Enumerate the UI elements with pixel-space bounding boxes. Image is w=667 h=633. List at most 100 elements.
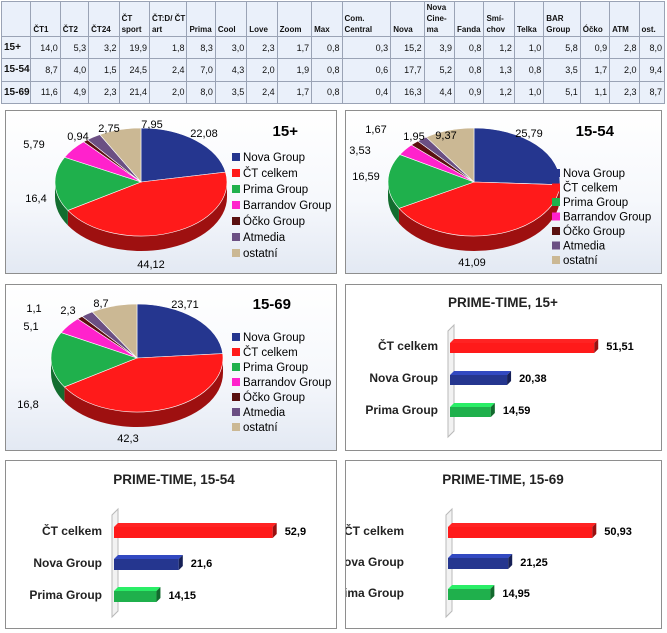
bar-face — [448, 558, 509, 569]
table-cell: 5,1 — [543, 80, 581, 105]
data-label: 22,08 — [190, 128, 218, 140]
legend-swatch-nova-group — [232, 153, 240, 161]
table-cell: 5,2 — [423, 58, 456, 82]
chart-title: PRIME-TIME, 15-69 — [442, 472, 564, 487]
legend-label: Atmedia — [563, 241, 606, 253]
table-cell: 3,0 — [214, 35, 248, 60]
table-cell: 1,1 — [579, 80, 611, 105]
legend-swatch-ocko-group — [232, 393, 240, 401]
bar-top — [114, 555, 183, 559]
bar-top — [450, 403, 495, 407]
legend-label: ČT celkem — [243, 346, 298, 359]
column-header: ATM — [609, 1, 640, 37]
column-header: Com. Central — [341, 1, 392, 37]
pie-side-ct-celkem — [67, 182, 228, 251]
column-header: ČT24 — [88, 1, 120, 37]
table-cell: 0,4 — [341, 80, 392, 105]
bar-face — [450, 343, 595, 353]
table-cell: 3,9 — [423, 35, 456, 60]
chart-title: 15+ — [273, 123, 299, 140]
category-label: Nova Group — [33, 556, 102, 570]
data-label: 21,6 — [191, 558, 212, 570]
table-cell: 5,3 — [59, 35, 90, 60]
bar-ct-celkem — [114, 523, 277, 538]
table-cell: 2,3 — [609, 80, 640, 105]
data-label: 16,8 — [17, 399, 38, 411]
bar-side — [156, 587, 161, 602]
bar-face — [450, 375, 508, 385]
bar-nova-group — [450, 371, 512, 385]
data-label: 7,95 — [141, 119, 162, 131]
table-cell: 0,9 — [579, 35, 611, 60]
category-label: Prima Group — [346, 586, 404, 600]
category-label: Nova Group — [369, 371, 438, 385]
category-label: ČT celkem — [42, 523, 102, 538]
bar-face — [114, 559, 179, 570]
bar-side — [490, 585, 495, 600]
table-cell: 15,2 — [390, 35, 425, 60]
data-label: 14,59 — [503, 405, 531, 417]
data-label: 1,1 — [26, 303, 41, 315]
chart-title: PRIME-TIME, 15-54 — [113, 472, 235, 487]
table-cell: 4,9 — [59, 80, 90, 105]
column-header: Prima — [186, 1, 216, 37]
table-cell: 0,8 — [513, 58, 545, 82]
data-label: 0,94 — [67, 131, 88, 143]
data-label: 42,3 — [117, 433, 138, 445]
data-label: 1,67 — [365, 124, 386, 136]
table-header-row: ČT1 ČT2 ČT24 ČT sport ČT:D/ ČT art Prima Cool L… — [0, 1, 665, 37]
table-cell: 3,5 — [543, 58, 581, 82]
pie-slice-prima-group — [387, 154, 475, 209]
bar-ct-celkem — [450, 339, 599, 353]
bar-top — [448, 554, 513, 558]
table-cell: 2,8 — [609, 35, 640, 60]
category-label: Prima Group — [29, 588, 102, 602]
legend-label: Atmedia — [243, 232, 286, 244]
bar-top — [450, 339, 599, 343]
bar-chart-prime-15-69: PRIME-TIME, 15-69 50,93 ČT celkem 21,25 Nova… — [346, 472, 632, 619]
chart-title: PRIME-TIME, 15+ — [448, 295, 558, 310]
table-cell: 19,9 — [118, 35, 150, 60]
table-cell: 8,3 — [186, 35, 216, 60]
table-cell: 8,7 — [638, 80, 665, 105]
data-label: 21,25 — [520, 557, 548, 569]
table-row: 15-54 8,7 4,0 1,5 24,5 2,4 7,0 4,3 2,0 1,9 0,8 0,6 1… — [0, 58, 665, 82]
table-cell: 1,5 — [88, 58, 120, 82]
legend-label: Óčko Group — [563, 225, 625, 238]
column-header: ČT2 — [59, 1, 90, 37]
legend-label: ostatní — [563, 255, 598, 267]
bar-face — [114, 527, 273, 538]
bar-panel-prime-15-54: PRIME-TIME, 15-54 52,9 ČT celkem 21,6 Nova G… — [5, 460, 337, 629]
table-cell: 21,4 — [118, 80, 150, 105]
legend-label: Atmedia — [243, 407, 286, 419]
pie-slice-ostatni — [99, 127, 142, 183]
table-cell: 0,8 — [454, 58, 485, 82]
table-cell: 4,4 — [423, 80, 456, 105]
bar-side — [594, 339, 599, 353]
bar-side — [490, 403, 495, 417]
table-cell: 1,7 — [276, 35, 313, 60]
table-cell: 1,7 — [579, 58, 611, 82]
table-cell: 9,4 — [638, 58, 665, 82]
column-header: ost. — [638, 1, 665, 37]
pie-panel-15plus: 22,08 44,12 16,4 5,79 0,94 2,75 7,95 15+ Nova Gr… — [5, 110, 337, 274]
table-cell: 8,0 — [638, 35, 665, 60]
data-label: 41,09 — [458, 257, 486, 269]
pie-slice-prima-group — [50, 332, 138, 388]
data-label: 52,9 — [285, 526, 306, 538]
legend-label: Óčko Group — [243, 391, 305, 404]
data-label: 3,53 — [349, 145, 370, 157]
table-cell: 0,8 — [311, 35, 343, 60]
table-cell: 2,3 — [88, 80, 120, 105]
table-cell: 2,0 — [148, 80, 188, 105]
table-cell: 0,8 — [311, 58, 343, 82]
bar-face — [114, 591, 157, 602]
legend-label: ČT celkem — [563, 182, 618, 195]
column-header: Love — [246, 1, 278, 37]
table-cell: 2,4 — [148, 58, 188, 82]
bar-side — [507, 371, 512, 385]
data-label: 16,4 — [25, 193, 46, 205]
data-label: 16,59 — [352, 171, 380, 183]
table-cell: 1,9 — [276, 58, 313, 82]
legend-label: Nova Group — [563, 168, 625, 180]
